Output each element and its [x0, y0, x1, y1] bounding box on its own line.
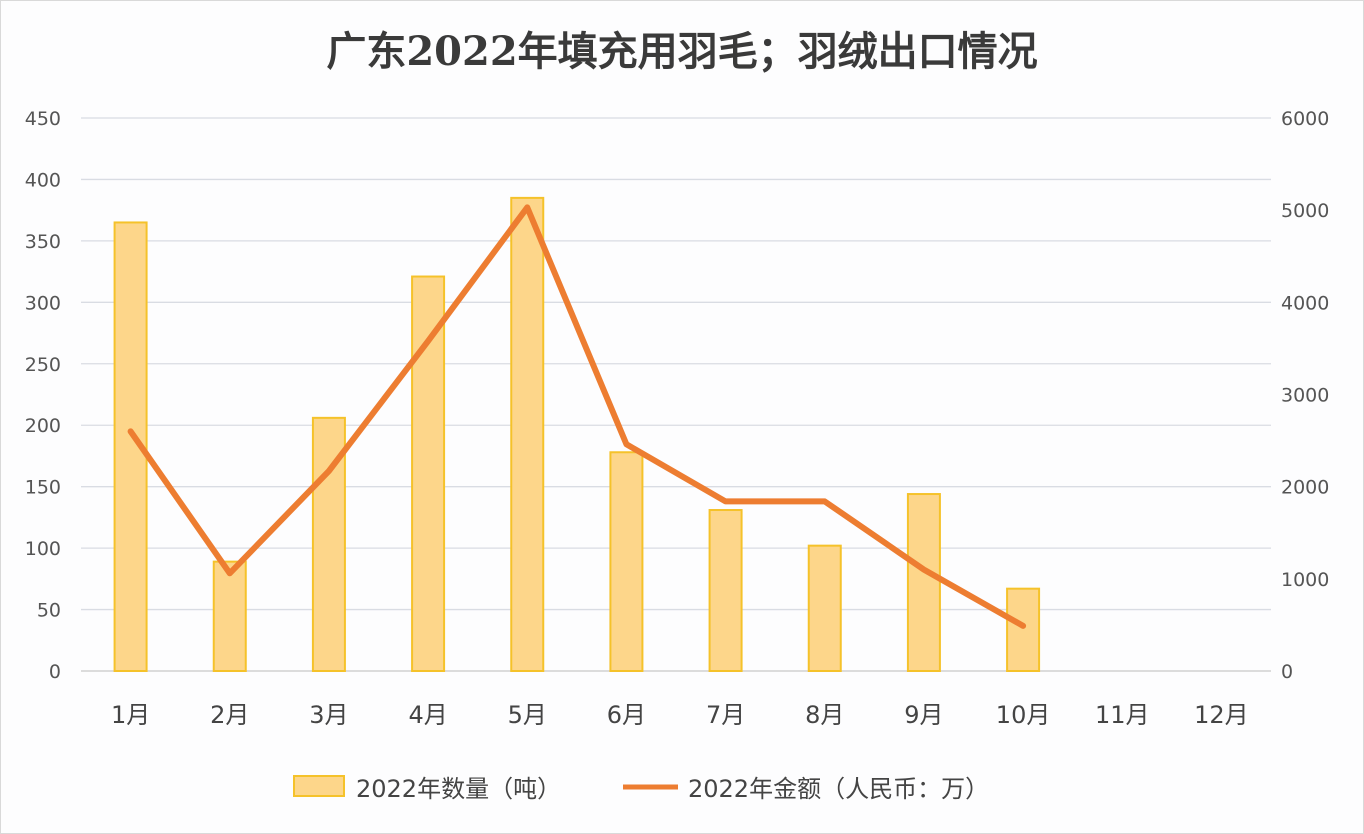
right-axis-tick: 1000 — [1281, 569, 1329, 591]
left-axis-tick: 200 — [25, 415, 61, 437]
category-label: 7月 — [706, 701, 745, 729]
right-axis-tick: 4000 — [1281, 292, 1329, 314]
left-axis-tick: 450 — [25, 108, 61, 130]
category-label: 10月 — [996, 701, 1051, 729]
right-axis-tick: 6000 — [1281, 108, 1329, 130]
bar — [212, 560, 247, 673]
category-label: 12月 — [1194, 701, 1249, 729]
legend-swatch-bar — [293, 775, 345, 797]
bar — [906, 493, 941, 673]
left-axis-tick: 50 — [37, 600, 61, 622]
category-label: 4月 — [408, 701, 447, 729]
category-label: 8月 — [805, 701, 844, 729]
bar — [1006, 587, 1041, 672]
chart-title: 广东2022年填充用羽毛；羽绒出口情况 — [326, 28, 1037, 75]
bar — [609, 451, 644, 672]
left-axis-tick: 300 — [25, 292, 61, 314]
left-axis-tick: 100 — [25, 538, 61, 560]
right-axis-tick: 5000 — [1281, 200, 1329, 222]
category-label: 3月 — [309, 701, 348, 729]
category-label: 5月 — [508, 701, 547, 729]
category-label: 6月 — [607, 701, 646, 729]
right-axis-tick: 3000 — [1281, 385, 1329, 407]
left-axis-tick: 0 — [49, 661, 61, 683]
right-axis-tick: 0 — [1281, 661, 1293, 683]
bar — [807, 544, 842, 672]
category-label: 11月 — [1095, 701, 1150, 729]
left-axis-tick: 400 — [25, 169, 61, 191]
bar — [708, 509, 743, 673]
legend-label-line: 2022年金额（人民币：万） — [688, 775, 989, 803]
left-axis-tick: 350 — [25, 231, 61, 253]
category-label: 1月 — [111, 701, 150, 729]
bar — [411, 275, 446, 672]
left-axis-tick: 150 — [25, 477, 61, 499]
category-label: 2月 — [210, 701, 249, 729]
bar — [510, 196, 545, 672]
category-label: 9月 — [904, 701, 943, 729]
legend-label-bar: 2022年数量（吨） — [356, 775, 561, 803]
line-series — [127, 204, 1027, 629]
right-axis-tick: 2000 — [1281, 477, 1329, 499]
left-axis-tick: 250 — [25, 354, 61, 376]
